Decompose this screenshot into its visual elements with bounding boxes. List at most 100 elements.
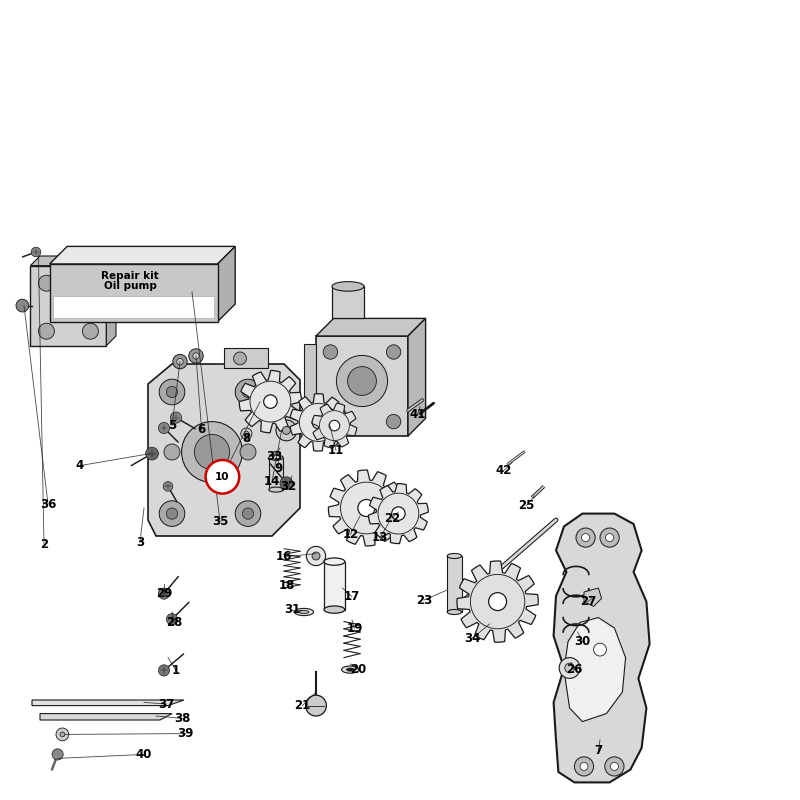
Circle shape [235,501,261,526]
Text: 14: 14 [264,475,280,488]
Circle shape [62,299,75,312]
Text: 13: 13 [372,531,388,544]
Polygon shape [239,370,302,433]
Text: 41: 41 [410,408,426,421]
Polygon shape [316,318,426,336]
Polygon shape [554,514,650,782]
Text: 3: 3 [136,536,144,549]
Circle shape [173,354,187,369]
Text: 38: 38 [174,712,190,725]
Text: 11: 11 [328,444,344,457]
Circle shape [582,534,590,542]
Circle shape [392,507,405,520]
Text: 22: 22 [384,512,400,525]
Polygon shape [53,296,214,318]
Circle shape [163,482,173,491]
Circle shape [606,534,614,542]
Ellipse shape [324,606,345,614]
Circle shape [159,501,185,526]
Text: 26: 26 [566,663,582,676]
Polygon shape [148,364,300,536]
Text: 30: 30 [574,635,590,648]
Circle shape [52,749,63,760]
Circle shape [282,426,290,434]
Text: 8: 8 [242,432,250,445]
Text: 23: 23 [416,594,432,606]
Text: 32: 32 [280,480,296,493]
Circle shape [336,355,388,406]
Circle shape [146,447,158,460]
Ellipse shape [294,608,314,616]
Circle shape [580,762,588,770]
Circle shape [164,444,180,460]
Circle shape [234,352,246,365]
Ellipse shape [299,610,309,614]
Circle shape [166,386,178,398]
Circle shape [166,614,178,625]
Text: 31: 31 [284,603,300,616]
Text: 35: 35 [212,515,228,528]
Ellipse shape [324,558,345,566]
FancyBboxPatch shape [30,266,106,346]
Polygon shape [564,618,626,722]
Circle shape [280,477,293,490]
Circle shape [610,762,618,770]
Text: 29: 29 [156,587,172,600]
FancyBboxPatch shape [269,458,283,490]
Text: 19: 19 [346,622,362,635]
Circle shape [60,732,65,737]
Polygon shape [290,394,346,451]
Ellipse shape [342,666,359,673]
Text: 37: 37 [158,698,174,710]
Circle shape [306,695,326,716]
Text: 12: 12 [342,528,358,541]
Text: 4: 4 [76,459,84,472]
Circle shape [559,658,580,678]
Circle shape [177,358,183,365]
Polygon shape [408,318,426,436]
Circle shape [250,382,291,422]
Circle shape [386,345,401,359]
Ellipse shape [269,455,283,460]
Circle shape [378,493,419,534]
Text: 17: 17 [344,590,360,603]
Text: 25: 25 [518,499,534,512]
Circle shape [271,451,281,461]
Circle shape [299,403,338,442]
Circle shape [306,546,326,566]
Circle shape [82,275,98,291]
Circle shape [594,643,606,656]
Circle shape [193,353,199,359]
Circle shape [605,757,624,776]
Text: 1: 1 [172,664,180,677]
Text: 2: 2 [40,538,48,550]
Polygon shape [304,344,316,428]
Circle shape [242,508,254,519]
Text: 21: 21 [294,699,310,712]
Ellipse shape [346,668,354,671]
Circle shape [235,379,261,405]
Text: 7: 7 [594,744,602,757]
Circle shape [241,428,252,439]
Circle shape [264,395,277,408]
Circle shape [189,349,203,363]
Text: 34: 34 [464,632,480,645]
Text: 10: 10 [215,472,230,482]
Text: 16: 16 [276,550,292,563]
FancyBboxPatch shape [324,562,345,610]
Circle shape [470,574,525,629]
Circle shape [82,323,98,339]
Polygon shape [50,264,218,322]
Text: 27: 27 [580,595,596,608]
Polygon shape [457,561,538,642]
Circle shape [565,663,574,673]
FancyBboxPatch shape [447,556,462,612]
Ellipse shape [269,487,283,492]
Circle shape [312,416,325,429]
Circle shape [166,508,178,519]
Circle shape [312,552,320,560]
Circle shape [574,757,594,776]
Circle shape [242,386,254,398]
Circle shape [158,588,170,599]
Text: 6: 6 [198,423,206,436]
